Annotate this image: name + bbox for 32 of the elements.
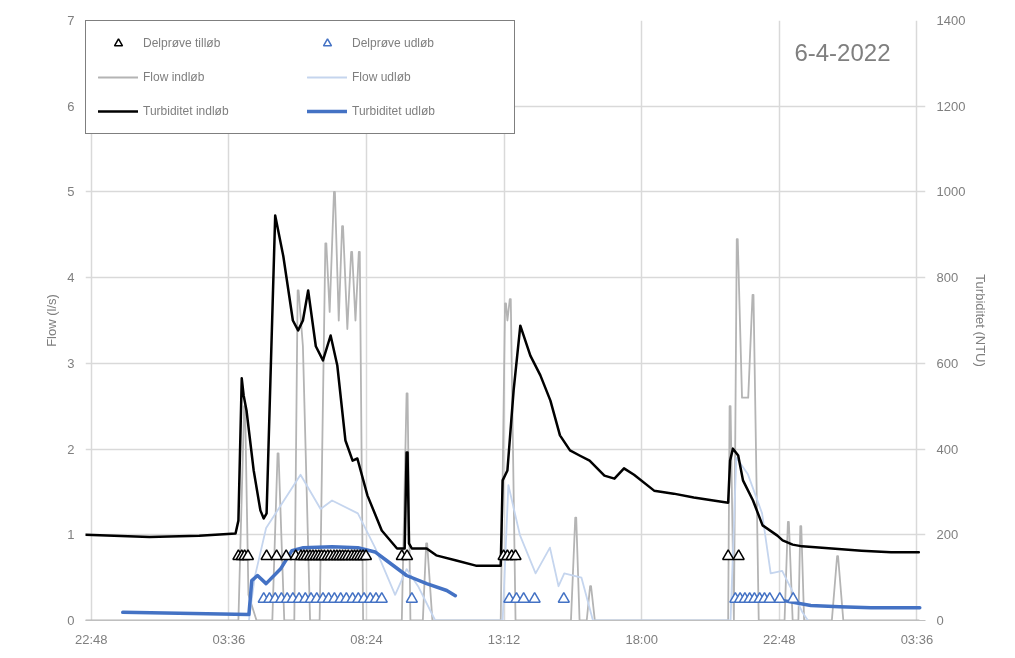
- y-tick-label: 0: [67, 613, 75, 628]
- y-tick-label: 4: [67, 270, 75, 286]
- y2-tick-label: 200: [936, 527, 959, 543]
- y-tick-label: 7: [67, 13, 75, 28]
- y-tick-label: 6: [67, 98, 75, 114]
- x-tick-label: 22:48: [74, 631, 108, 647]
- legend-label: Delprøve tilløb: [143, 36, 222, 50]
- y2-tick-label: 800: [936, 270, 959, 286]
- y2-tick-label: 600: [936, 355, 959, 371]
- x-tick-label: 13:12: [487, 631, 521, 647]
- y2-axis-title: Turbiditet (NTU): [973, 274, 989, 367]
- y2-tick-label: 1400: [936, 13, 966, 28]
- x-tick-label: 08:24: [350, 631, 383, 647]
- y2-tick-label: 400: [936, 441, 959, 457]
- y2-tick-label: 1200: [936, 98, 966, 114]
- legend-label: Delprøve udløb: [352, 36, 436, 50]
- x-tick-label: 03:36: [212, 631, 246, 647]
- x-tick-label: 22:48: [763, 631, 796, 647]
- legend-label: Turbiditet udløb: [352, 104, 436, 118]
- annotation: 6-4-2022: [794, 38, 891, 66]
- legend-label: Turbiditet indløb: [143, 104, 230, 118]
- y-tick-label: 2: [67, 441, 75, 457]
- y-tick-label: 3: [67, 355, 75, 371]
- legend-label: Flow udløb: [352, 70, 412, 84]
- y2-tick-label: 0: [936, 613, 944, 628]
- legend-label: Flow indløb: [143, 70, 206, 84]
- x-tick-label: 18:00: [625, 631, 658, 647]
- x-tick-label: 03:36: [900, 631, 934, 647]
- y-tick-label: 1: [67, 527, 75, 543]
- y-tick-label: 5: [67, 184, 75, 200]
- y-axis-title: Flow (l/s): [44, 294, 60, 347]
- y2-tick-label: 1000: [936, 184, 966, 200]
